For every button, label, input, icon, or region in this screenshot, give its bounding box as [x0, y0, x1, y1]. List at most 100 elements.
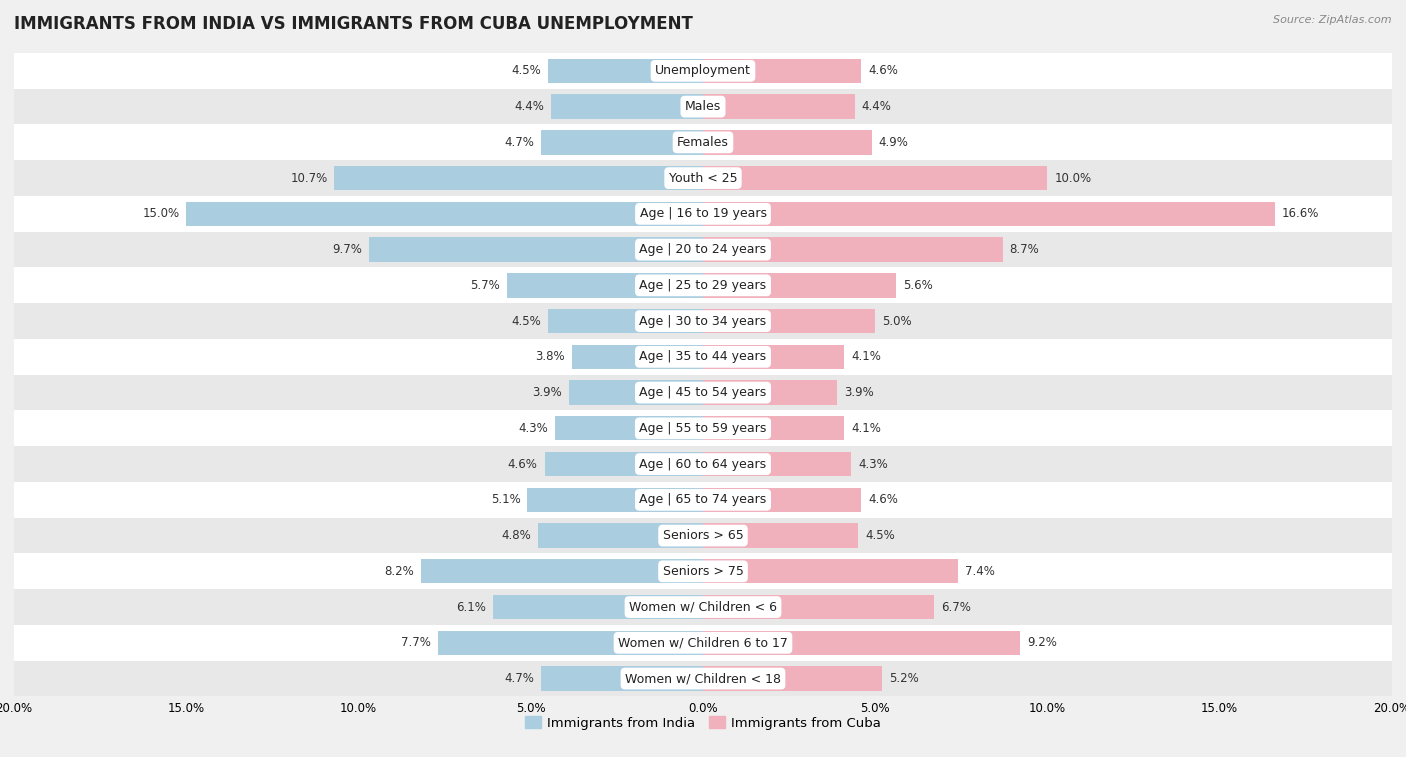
Bar: [703, 631, 1019, 655]
Text: 4.3%: 4.3%: [519, 422, 548, 435]
Text: Seniors > 65: Seniors > 65: [662, 529, 744, 542]
Text: 4.4%: 4.4%: [862, 100, 891, 113]
Bar: [14, 304, 1392, 339]
Bar: [703, 95, 855, 119]
Text: 4.5%: 4.5%: [865, 529, 894, 542]
Bar: [537, 523, 703, 548]
Bar: [544, 452, 703, 476]
Bar: [14, 53, 1392, 89]
Bar: [703, 130, 872, 154]
Text: Women w/ Children < 6: Women w/ Children < 6: [628, 600, 778, 614]
Bar: [703, 559, 957, 584]
Bar: [437, 631, 703, 655]
Text: 3.9%: 3.9%: [844, 386, 875, 399]
Bar: [541, 130, 703, 154]
Bar: [368, 238, 703, 262]
Bar: [14, 89, 1392, 124]
Text: Age | 30 to 34 years: Age | 30 to 34 years: [640, 315, 766, 328]
Text: Age | 65 to 74 years: Age | 65 to 74 years: [640, 494, 766, 506]
Text: 5.1%: 5.1%: [491, 494, 520, 506]
Bar: [703, 309, 875, 333]
Text: Females: Females: [678, 136, 728, 149]
Bar: [703, 59, 862, 83]
Text: 5.7%: 5.7%: [470, 279, 499, 292]
Bar: [703, 523, 858, 548]
Text: Women w/ Children < 18: Women w/ Children < 18: [626, 672, 780, 685]
Text: Age | 25 to 29 years: Age | 25 to 29 years: [640, 279, 766, 292]
Bar: [186, 201, 703, 226]
Bar: [568, 381, 703, 405]
Text: Youth < 25: Youth < 25: [669, 172, 737, 185]
Bar: [14, 518, 1392, 553]
Text: 8.7%: 8.7%: [1010, 243, 1039, 256]
Bar: [506, 273, 703, 298]
Bar: [14, 625, 1392, 661]
Text: 10.0%: 10.0%: [1054, 172, 1091, 185]
Text: 6.7%: 6.7%: [941, 600, 970, 614]
Text: 9.7%: 9.7%: [332, 243, 361, 256]
Bar: [703, 273, 896, 298]
Text: 16.6%: 16.6%: [1282, 207, 1319, 220]
Bar: [703, 452, 851, 476]
Text: 5.2%: 5.2%: [889, 672, 918, 685]
Bar: [703, 416, 844, 441]
Bar: [14, 410, 1392, 446]
Text: 4.5%: 4.5%: [512, 315, 541, 328]
Text: Age | 45 to 54 years: Age | 45 to 54 years: [640, 386, 766, 399]
Text: 4.6%: 4.6%: [869, 64, 898, 77]
Bar: [14, 553, 1392, 589]
Bar: [14, 446, 1392, 482]
Text: Age | 20 to 24 years: Age | 20 to 24 years: [640, 243, 766, 256]
Text: 5.0%: 5.0%: [882, 315, 911, 328]
Bar: [335, 166, 703, 190]
Bar: [703, 666, 882, 690]
Bar: [703, 238, 1002, 262]
Bar: [494, 595, 703, 619]
Bar: [527, 488, 703, 512]
Bar: [420, 559, 703, 584]
Bar: [551, 95, 703, 119]
Text: Age | 16 to 19 years: Age | 16 to 19 years: [640, 207, 766, 220]
Text: 4.7%: 4.7%: [505, 136, 534, 149]
Text: IMMIGRANTS FROM INDIA VS IMMIGRANTS FROM CUBA UNEMPLOYMENT: IMMIGRANTS FROM INDIA VS IMMIGRANTS FROM…: [14, 15, 693, 33]
Text: 4.4%: 4.4%: [515, 100, 544, 113]
Bar: [703, 166, 1047, 190]
Bar: [14, 482, 1392, 518]
Bar: [14, 160, 1392, 196]
Text: 6.1%: 6.1%: [456, 600, 486, 614]
Bar: [703, 488, 862, 512]
Bar: [703, 344, 844, 369]
Bar: [548, 309, 703, 333]
Text: 4.8%: 4.8%: [501, 529, 531, 542]
Bar: [14, 375, 1392, 410]
Bar: [703, 595, 934, 619]
Text: 9.2%: 9.2%: [1026, 637, 1057, 650]
Text: 15.0%: 15.0%: [142, 207, 180, 220]
Bar: [572, 344, 703, 369]
Text: 7.7%: 7.7%: [401, 637, 430, 650]
Legend: Immigrants from India, Immigrants from Cuba: Immigrants from India, Immigrants from C…: [520, 711, 886, 735]
Text: 3.8%: 3.8%: [536, 350, 565, 363]
Text: 4.5%: 4.5%: [512, 64, 541, 77]
Text: 10.7%: 10.7%: [290, 172, 328, 185]
Text: Seniors > 75: Seniors > 75: [662, 565, 744, 578]
Text: Unemployment: Unemployment: [655, 64, 751, 77]
Text: 4.1%: 4.1%: [851, 350, 882, 363]
Text: 4.6%: 4.6%: [508, 457, 537, 471]
Bar: [14, 196, 1392, 232]
Bar: [555, 416, 703, 441]
Text: 4.9%: 4.9%: [879, 136, 908, 149]
Bar: [14, 339, 1392, 375]
Text: Age | 60 to 64 years: Age | 60 to 64 years: [640, 457, 766, 471]
Bar: [541, 666, 703, 690]
Text: 4.6%: 4.6%: [869, 494, 898, 506]
Bar: [703, 381, 838, 405]
Text: 5.6%: 5.6%: [903, 279, 932, 292]
Text: Women w/ Children 6 to 17: Women w/ Children 6 to 17: [619, 637, 787, 650]
Text: Age | 35 to 44 years: Age | 35 to 44 years: [640, 350, 766, 363]
Text: 4.1%: 4.1%: [851, 422, 882, 435]
Bar: [14, 661, 1392, 696]
Bar: [14, 267, 1392, 304]
Text: 7.4%: 7.4%: [965, 565, 994, 578]
Bar: [14, 124, 1392, 160]
